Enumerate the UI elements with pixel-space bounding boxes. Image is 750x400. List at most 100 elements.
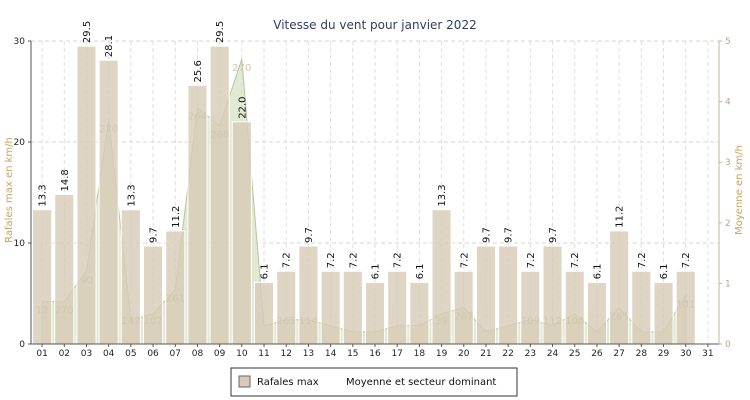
direction-label: 265 [610, 312, 629, 323]
y-left-tick-labels: 0 10 20 30 [14, 37, 26, 350]
gust-bars [32, 45, 696, 345]
gust-bar [387, 270, 408, 345]
gust-bar [631, 270, 652, 345]
gust-bar [276, 270, 297, 345]
bar-value-label: 7.2 [526, 252, 537, 268]
bar-value-label: 9.7 [504, 227, 515, 243]
gust-bar [542, 245, 563, 345]
x-tick-label: 24 [547, 349, 559, 359]
bar-value-label: 7.2 [326, 252, 337, 268]
direction-label: 265 [277, 316, 296, 327]
x-tick-label: 19 [436, 349, 448, 359]
x-tick-label: 12 [280, 349, 291, 359]
y-right-tick-label: 5 [725, 37, 731, 47]
x-tick-label: 27 [613, 349, 624, 359]
direction-label: 90 [80, 275, 93, 286]
gust-bar [342, 270, 363, 345]
x-tick-label: 22 [502, 349, 513, 359]
gust-bar [187, 84, 208, 345]
x-tick-label: 10 [236, 349, 248, 359]
direction-label: 264 [188, 112, 207, 123]
gust-bar [98, 59, 119, 345]
x-tick-label: 02 [59, 349, 70, 359]
bar-value-label: 7.2 [681, 252, 692, 268]
gust-bar [475, 245, 496, 345]
gust-bar [54, 194, 75, 345]
y-left-tick-label: 10 [14, 239, 26, 249]
x-tick-label: 01 [36, 349, 47, 359]
gust-bar [653, 281, 674, 345]
gust-bar [365, 281, 386, 345]
bar-value-label: 7.2 [282, 252, 293, 268]
y-left-tick-label: 30 [14, 37, 26, 47]
direction-label: 270 [99, 124, 118, 135]
x-tick-labels: 01 02 03 04 05 06 07 08 09 10 11 12 13 14 15 16 17 18 19 20… [36, 349, 713, 359]
bar-value-label: 25.6 [193, 60, 204, 82]
bar-value-label: 9.7 [149, 227, 160, 243]
legend: Rafales max Moyenne et secteur dominant [230, 367, 518, 397]
bar-value-label: 13.3 [437, 184, 448, 206]
x-tick-label: 20 [458, 349, 470, 359]
gust-bar [76, 45, 97, 345]
bar-value-label: 6.1 [260, 263, 271, 279]
gust-bar [298, 245, 319, 345]
bar-value-label: 14.8 [60, 169, 71, 191]
bar-value-label: 6.1 [371, 263, 382, 279]
y-right-tick-label: 0 [725, 340, 731, 350]
legend-bar-swatch [238, 375, 251, 388]
gust-bar [609, 230, 630, 345]
gust-bar [165, 230, 186, 345]
bar-value-label: 7.2 [459, 252, 470, 268]
bar-value-label: 9.7 [481, 227, 492, 243]
direction-label: 107 [144, 316, 163, 327]
bar-value-label: 9.7 [304, 227, 315, 243]
x-tick-label: 06 [147, 349, 159, 359]
x-tick-label: 07 [170, 349, 181, 359]
x-tick-label: 29 [658, 349, 670, 359]
bar-value-label: 11.2 [615, 206, 626, 228]
gust-bar [564, 270, 585, 345]
direction-label: 39 [435, 316, 448, 327]
bar-value-label: 13.3 [126, 184, 137, 206]
gust-bar [254, 281, 275, 345]
bar-value-label: 9.7 [548, 227, 559, 243]
y-right-tick-label: 1 [725, 279, 731, 289]
legend-area-label: Moyenne et secteur dominant [346, 377, 496, 388]
x-tick-label: 14 [325, 349, 337, 359]
x-tick-label: 13 [303, 349, 314, 359]
direction-label: 114 [299, 316, 318, 327]
x-tick-label: 11 [258, 349, 269, 359]
direction-label: 101 [676, 300, 695, 311]
x-tick-label: 30 [680, 349, 692, 359]
bar-value-label: 11.2 [171, 206, 182, 228]
x-tick-label: 25 [569, 349, 580, 359]
gust-bar [409, 281, 430, 345]
bar-value-label: 7.2 [570, 252, 581, 268]
y-right-tick-label: 3 [725, 158, 731, 168]
bar-value-label: 6.1 [659, 263, 670, 279]
direction-label: 108 [565, 316, 584, 327]
gust-bar [32, 209, 53, 345]
x-tick-label: 05 [125, 349, 136, 359]
axes [28, 40, 722, 347]
gust-bar [453, 270, 474, 345]
direction-label: 12 [36, 306, 49, 317]
x-tick-label: 26 [591, 349, 603, 359]
legend-box [230, 367, 518, 397]
direction-label: 261 [166, 294, 185, 305]
direction-label: 242 [121, 316, 140, 327]
x-tick-label: 03 [81, 349, 92, 359]
gust-bar [231, 121, 252, 345]
x-tick-label: 21 [480, 349, 491, 359]
y-axis-right-label: Moyenne en km/h [734, 145, 745, 235]
bar-value-labels: 13.3 14.8 29.5 28.1 13.3 9.7 11.2 25.6 29.5 22.0 6… [38, 21, 693, 280]
gust-bar [586, 281, 608, 345]
x-tick-label: 17 [391, 349, 402, 359]
y-right-tick-label: 4 [725, 98, 731, 108]
bar-value-label: 7.2 [637, 252, 648, 268]
direction-label: 109 [521, 316, 540, 327]
direction-label: 267 [454, 312, 473, 323]
y-right-tick-label: 2 [725, 219, 731, 229]
